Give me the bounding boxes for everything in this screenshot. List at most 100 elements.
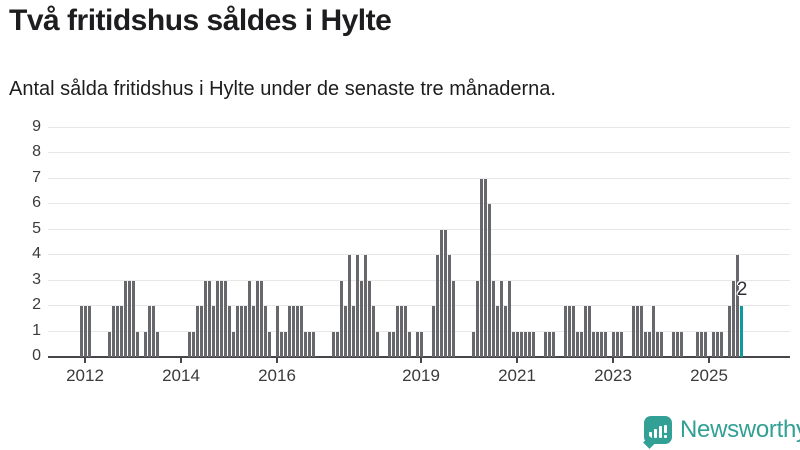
bar bbox=[700, 332, 703, 357]
bar bbox=[736, 255, 739, 357]
bar bbox=[300, 306, 303, 357]
bar bbox=[512, 332, 515, 357]
bar bbox=[660, 332, 663, 357]
bar bbox=[696, 332, 699, 357]
bar bbox=[596, 332, 599, 357]
x-axis-tick-label: 2014 bbox=[162, 366, 200, 385]
bar bbox=[612, 332, 615, 357]
bar bbox=[440, 230, 443, 357]
x-axis-tick bbox=[180, 357, 182, 363]
bar bbox=[552, 332, 555, 357]
gridline bbox=[48, 178, 790, 179]
gridline bbox=[48, 127, 790, 128]
bar bbox=[204, 281, 207, 357]
bar bbox=[112, 306, 115, 357]
x-axis-tick-label: 2012 bbox=[66, 366, 104, 385]
y-axis-tick-label: 2 bbox=[32, 296, 41, 313]
bar bbox=[444, 230, 447, 357]
bar bbox=[592, 332, 595, 357]
bar bbox=[336, 332, 339, 357]
bar bbox=[248, 281, 251, 357]
highlight-value-label: 2 bbox=[736, 279, 748, 300]
gridline bbox=[48, 331, 790, 332]
bar bbox=[200, 306, 203, 357]
bar bbox=[372, 306, 375, 357]
bar bbox=[636, 306, 639, 357]
bar bbox=[472, 332, 475, 357]
bar bbox=[648, 332, 651, 357]
bar bbox=[144, 332, 147, 357]
bar bbox=[716, 332, 719, 357]
bar bbox=[408, 332, 411, 357]
x-axis-tick bbox=[420, 357, 422, 363]
newsworthy-logo: Newsworthy bbox=[644, 416, 800, 444]
bar bbox=[532, 332, 535, 357]
bar bbox=[80, 306, 83, 357]
bar bbox=[264, 306, 267, 357]
bar bbox=[404, 306, 407, 357]
bar bbox=[156, 332, 159, 357]
bar bbox=[496, 306, 499, 357]
bar bbox=[232, 332, 235, 357]
x-axis-tick bbox=[708, 357, 710, 363]
bar bbox=[88, 306, 91, 357]
x-axis-tick-label: 2023 bbox=[594, 366, 632, 385]
bar bbox=[84, 306, 87, 357]
bar bbox=[732, 281, 735, 357]
bar bbox=[504, 306, 507, 357]
gridline bbox=[48, 280, 790, 281]
x-axis-tick-label: 2021 bbox=[498, 366, 536, 385]
bar bbox=[208, 281, 211, 357]
y-axis-tick-label: 3 bbox=[32, 271, 41, 288]
bar bbox=[260, 281, 263, 357]
bar bbox=[108, 332, 111, 357]
bar bbox=[620, 332, 623, 357]
bar bbox=[528, 332, 531, 357]
bar bbox=[416, 332, 419, 357]
bars-container bbox=[48, 128, 744, 357]
bar bbox=[436, 255, 439, 357]
bar bbox=[544, 332, 547, 357]
bar bbox=[524, 332, 527, 357]
y-axis-tick-label: 7 bbox=[32, 169, 41, 186]
bar bbox=[672, 332, 675, 357]
y-axis-tick-label: 8 bbox=[32, 143, 41, 160]
bar bbox=[492, 281, 495, 357]
bar bbox=[196, 306, 199, 357]
bar-chart-icon bbox=[649, 425, 667, 438]
gridline bbox=[48, 254, 790, 255]
bar bbox=[348, 255, 351, 357]
gridline bbox=[48, 305, 790, 306]
bar bbox=[116, 306, 119, 357]
bar bbox=[564, 306, 567, 357]
highlighted-bar bbox=[740, 306, 743, 357]
bar bbox=[604, 332, 607, 357]
bar bbox=[568, 306, 571, 357]
bar bbox=[576, 332, 579, 357]
bar bbox=[304, 332, 307, 357]
bar bbox=[644, 332, 647, 357]
bar bbox=[292, 306, 295, 357]
bar bbox=[152, 306, 155, 357]
bar bbox=[368, 281, 371, 357]
bar bbox=[360, 281, 363, 357]
bar bbox=[212, 306, 215, 357]
x-axis-tick bbox=[84, 357, 86, 363]
x-axis-tick bbox=[276, 357, 278, 363]
bar bbox=[252, 306, 255, 357]
bar bbox=[192, 332, 195, 357]
bar bbox=[288, 306, 291, 357]
gridline bbox=[48, 152, 790, 153]
bar bbox=[224, 281, 227, 357]
bar bbox=[640, 306, 643, 357]
bar bbox=[488, 204, 491, 357]
x-axis-tick bbox=[612, 357, 614, 363]
chart-subtitle: Antal sålda fritidshus i Hylte under de … bbox=[9, 78, 556, 100]
newsworthy-logo-text: Newsworthy bbox=[680, 416, 800, 443]
gridline bbox=[48, 229, 790, 230]
bar bbox=[356, 255, 359, 357]
bar bbox=[712, 332, 715, 357]
bar bbox=[584, 306, 587, 357]
